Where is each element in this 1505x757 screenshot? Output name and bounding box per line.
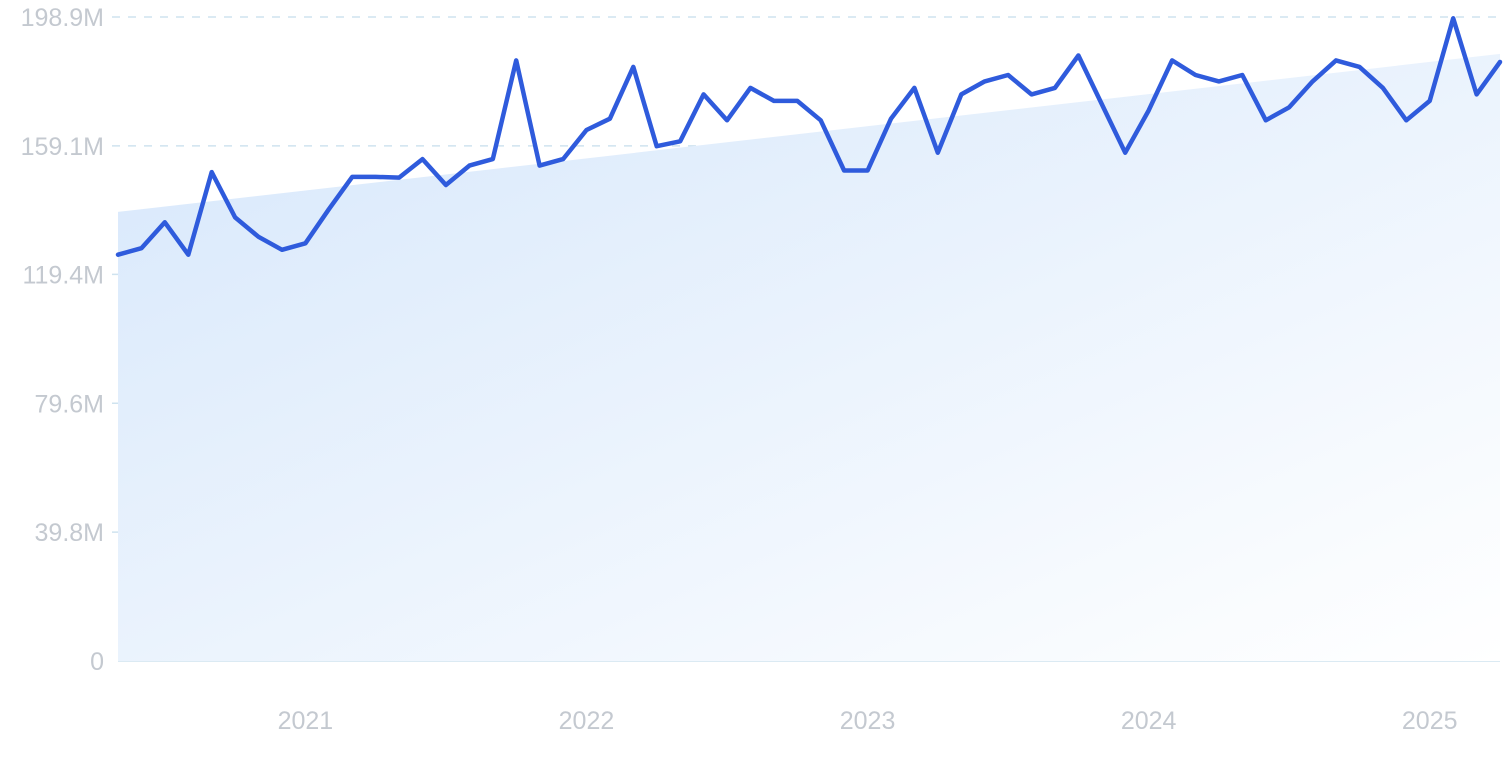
trend-area [118,53,1500,661]
x-axis-ticks: 2021 2022 2023 2024 2025 [278,707,1458,735]
x-tick-label: 2022 [559,707,615,735]
y-tick-label: 119.4M [22,261,104,289]
x-tick-label: 2025 [1402,707,1458,735]
y-tick-label: 0 [90,648,104,676]
y-tick-label: 198.9M [21,4,104,32]
x-tick-label: 2024 [1121,707,1177,735]
x-tick-label: 2023 [840,707,896,735]
y-axis-ticks: 0 39.8M 79.6M 119.4M 159.1M 198.9M [21,4,104,676]
series-line [115,16,1503,257]
y-tick-label: 159.1M [21,133,104,161]
line-layer [115,16,1503,257]
y-tick-label: 79.6M [35,390,104,418]
area-layer [118,53,1500,661]
x-tick-label: 2021 [278,707,334,735]
y-tick-label: 39.8M [35,519,104,547]
